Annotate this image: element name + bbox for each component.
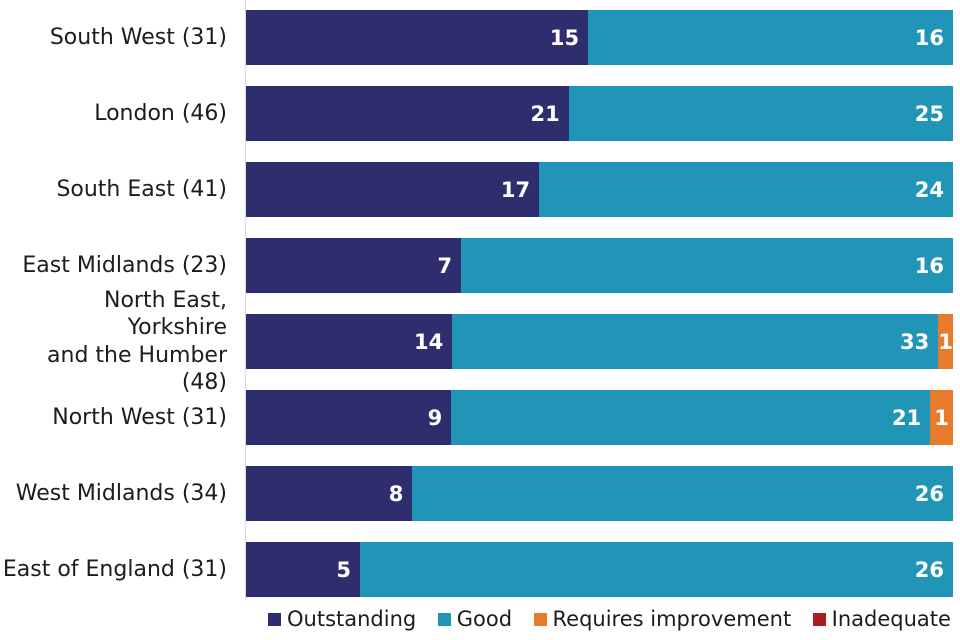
stacked-bar: 21 25	[246, 86, 953, 141]
bar-segment-good: 33	[452, 314, 939, 369]
bar-segment-good: 25	[568, 86, 953, 141]
bar-segment-good: 21	[451, 390, 931, 445]
stacked-bar: 15 16	[246, 10, 953, 65]
segment-value-label: 8	[388, 481, 404, 506]
segment-value-label: 17	[500, 177, 531, 202]
chart-row: East Midlands (23) 7 16	[0, 238, 960, 293]
segment-value-label: 33	[900, 329, 930, 354]
chart-rows: South West (31) 15 16 London (46) 21 25 South …	[0, 10, 960, 618]
bar-segment-outstanding: 21	[246, 86, 569, 141]
bar-segment-good: 26	[360, 542, 953, 597]
segment-value-label: 16	[914, 25, 944, 50]
bar-segment-outstanding: 8	[246, 466, 413, 521]
segment-value-label: 26	[914, 557, 944, 582]
legend-label: Outstanding	[287, 607, 417, 631]
category-label: West Midlands (34)	[15, 480, 227, 506]
segment-value-label: 16	[914, 253, 944, 278]
category-label: London (46)	[94, 100, 227, 126]
segment-value-label: 24	[914, 177, 944, 202]
segment-value-label: 5	[336, 557, 352, 582]
bar-segment-outstanding: 7	[246, 238, 462, 293]
stacked-bar: 14 33 1	[246, 314, 953, 369]
bar-segment-requires-improvement: 1	[930, 390, 953, 445]
legend-item-requires-improvement: Requires improvement	[533, 607, 792, 631]
chart-row: West Midlands (34) 8 26	[0, 466, 960, 521]
stacked-bar: 7 16	[246, 238, 953, 293]
segment-value-label: 26	[914, 481, 944, 506]
bar-segment-outstanding: 15	[246, 10, 589, 65]
legend-swatch-icon	[812, 612, 826, 626]
chart-row: London (46) 21 25	[0, 86, 960, 141]
legend-swatch-icon	[533, 612, 547, 626]
chart-row: North East, Yorkshire and the Humber (48…	[0, 287, 960, 396]
category-label: South East (41)	[56, 176, 227, 202]
category-label: East Midlands (23)	[22, 252, 227, 278]
chart-legend: Outstanding Good Requires improvement Inade…	[246, 604, 953, 634]
legend-label: Inadequate	[831, 607, 951, 631]
bar-segment-good: 16	[588, 10, 953, 65]
legend-swatch-icon	[437, 612, 451, 626]
segment-value-label: 21	[530, 101, 560, 126]
chart-row: North West (31) 9 21 1	[0, 390, 960, 445]
bar-segment-outstanding: 5	[246, 542, 361, 597]
segment-value-label: 1	[934, 405, 949, 430]
segment-value-label: 14	[413, 329, 444, 354]
bar-segment-requires-improvement: 1	[938, 314, 953, 369]
y-axis-line	[245, 0, 246, 601]
stacked-bar: 9 21 1	[246, 390, 953, 445]
category-label: North East, Yorkshire and the Humber (48…	[47, 287, 227, 396]
category-label: South West (31)	[49, 24, 227, 50]
segment-value-label: 25	[914, 101, 944, 126]
bar-segment-good: 24	[539, 162, 953, 217]
segment-value-label: 15	[549, 25, 580, 50]
legend-label: Requires improvement	[552, 607, 792, 631]
legend-item-inadequate: Inadequate	[812, 607, 951, 631]
stacked-bar: 8 26	[246, 466, 953, 521]
category-label: East of England (31)	[2, 556, 227, 582]
legend-item-outstanding: Outstanding	[268, 607, 416, 631]
stacked-bar: 5 26	[246, 542, 953, 597]
chart-row: South West (31) 15 16	[0, 10, 960, 65]
segment-value-label: 9	[427, 405, 443, 430]
bar-segment-good: 16	[461, 238, 953, 293]
bar-segment-outstanding: 9	[246, 390, 452, 445]
category-label: North West (31)	[52, 404, 227, 430]
segment-value-label: 1	[938, 329, 953, 354]
bar-segment-outstanding: 17	[246, 162, 540, 217]
bar-segment-good: 26	[412, 466, 953, 521]
bar-segment-outstanding: 14	[246, 314, 453, 369]
stacked-bar: 17 24	[246, 162, 953, 217]
legend-swatch-icon	[268, 612, 281, 626]
segment-value-label: 7	[437, 253, 453, 278]
chart-row: South East (41) 17 24	[0, 162, 960, 217]
legend-label: Good	[456, 607, 513, 631]
legend-item-good: Good	[437, 607, 513, 631]
chart-row: East of England (31) 5 26	[0, 542, 960, 597]
segment-value-label: 21	[891, 405, 922, 430]
